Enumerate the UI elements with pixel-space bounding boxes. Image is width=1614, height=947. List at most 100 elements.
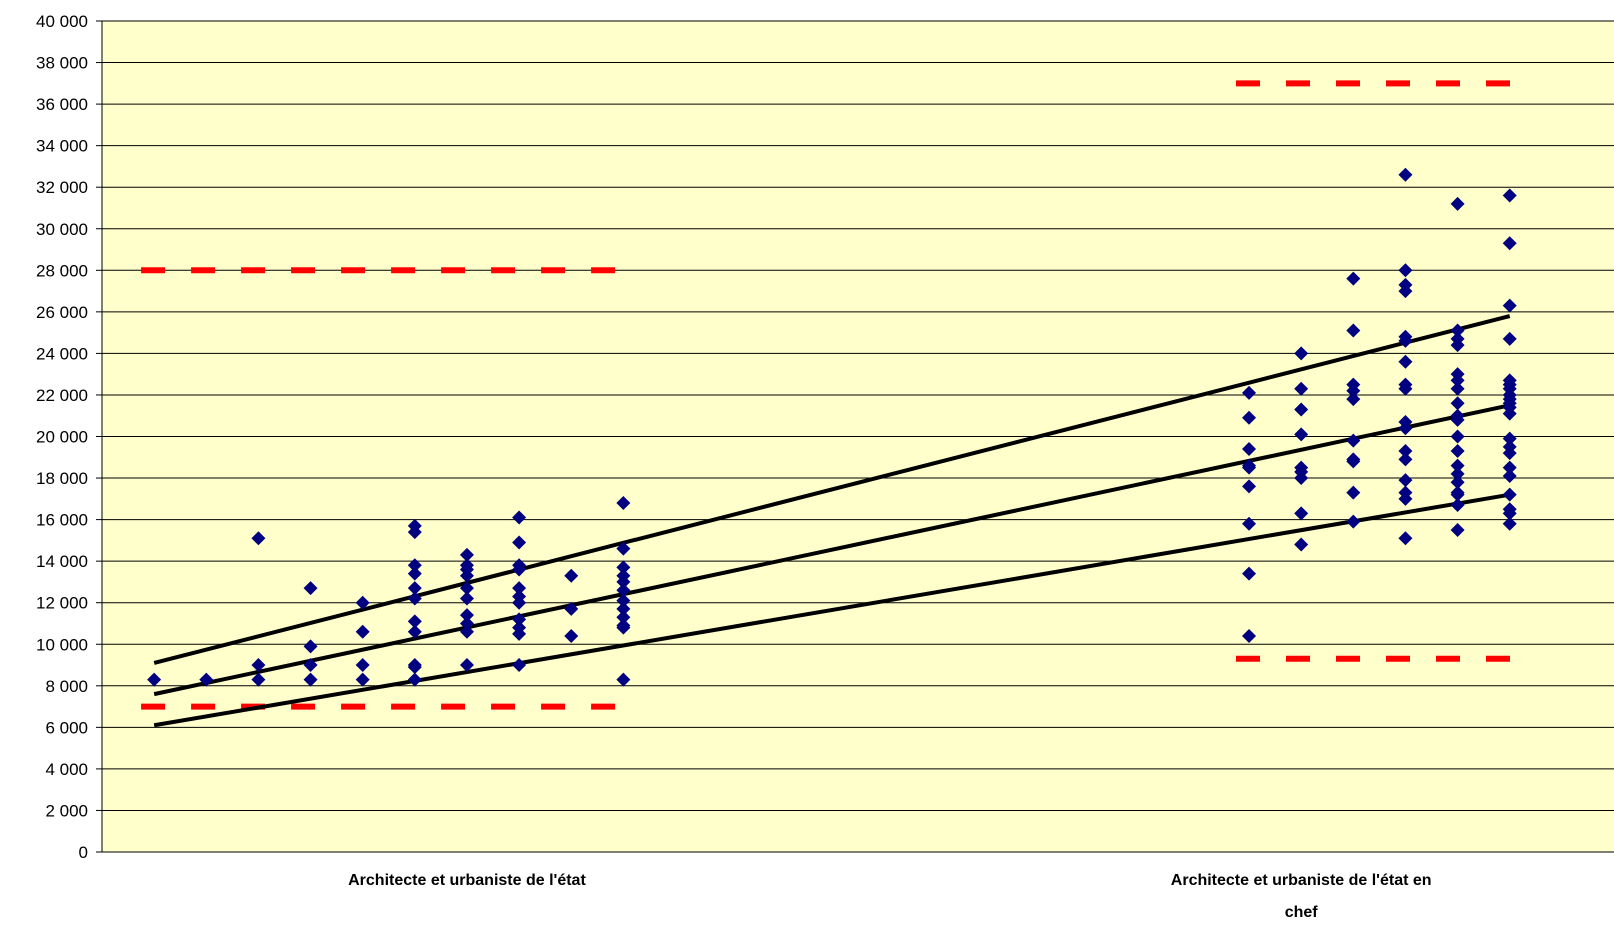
gridlines [102,20,1614,811]
data-point [1242,441,1257,456]
data-point [1398,531,1413,546]
data-point [1450,475,1465,490]
data-point [1450,498,1465,513]
data-point [512,581,527,596]
trend-lines [153,314,1511,728]
data-point [1502,487,1517,502]
data-point [407,672,422,687]
data-point [1398,444,1413,459]
data-point [1294,402,1309,417]
data-point [459,608,474,623]
y-tick-label: 4 000 [45,760,88,779]
data-point [407,558,422,573]
data-point [459,568,474,583]
data-point [1450,444,1465,459]
data-point [1294,427,1309,442]
data-point [407,525,422,540]
x-category-label-line2: chef [1285,904,1319,921]
data-point [1346,485,1361,500]
data-point [1450,196,1465,211]
data-point [1242,460,1257,475]
y-tick-label: 16 000 [36,511,88,530]
data-point [1502,431,1517,446]
data-point [1450,487,1465,502]
data-point [1502,406,1517,421]
y-tick-label: 14 000 [36,552,88,571]
y-tick-label: 38 000 [36,54,88,73]
data-point [303,658,318,673]
data-point [1502,506,1517,521]
data-point [1346,454,1361,469]
data-point [616,610,631,625]
data-point [512,612,527,627]
data-point [616,541,631,556]
data-point [1294,381,1309,396]
data-point [1502,446,1517,461]
data-point [512,658,527,673]
data-point [1346,392,1361,407]
data-point [459,658,474,673]
data-point [512,562,527,577]
data-point [616,583,631,598]
data-point [1450,458,1465,473]
data-point [407,566,422,581]
data-point [1242,516,1257,531]
data-point [1242,385,1257,400]
data-point [1450,396,1465,411]
data-point [1450,381,1465,396]
data-point [459,616,474,631]
data-point [1294,506,1309,521]
data-point [512,510,527,525]
data-point [303,639,318,654]
bound-lines [141,80,1523,710]
data-point [1242,479,1257,494]
tick-labels: 0 2 000 4 000 6 000 8 000 10 000 12 000 14 000 1… [36,12,1432,921]
data-point [251,672,266,687]
data-point [1502,331,1517,346]
y-tick-label: 0 [79,843,88,862]
y-tick-label: 36 000 [36,95,88,114]
x-category-label: Architecte et urbaniste de l'état en [1171,872,1432,889]
data-point [616,495,631,510]
trend-line [153,314,1511,665]
data-point [1346,433,1361,448]
data-point [1346,323,1361,338]
data-point [407,581,422,596]
data-point [1242,628,1257,643]
data-point [1294,471,1309,486]
data-point [512,535,527,550]
data-point [303,581,318,596]
y-tick-label: 10 000 [36,635,88,654]
data-point [1242,566,1257,581]
y-tick-label: 8 000 [45,677,88,696]
data-point [1502,188,1517,203]
y-tick-label: 28 000 [36,261,88,280]
data-point [459,624,474,639]
data-point [355,658,370,673]
data-point [616,574,631,589]
data-point [1398,284,1413,299]
data-point [1346,271,1361,286]
y-tick-label: 20 000 [36,428,88,447]
data-point [407,591,422,606]
data-point [303,672,318,687]
data-point [1242,410,1257,425]
data-point [1502,516,1517,531]
data-point [1502,298,1517,313]
data-points [147,167,1517,687]
y-tick-label: 34 000 [36,137,88,156]
data-point [616,620,631,635]
data-point [1398,333,1413,348]
data-point [512,595,527,610]
data-point [1450,429,1465,444]
data-point [1450,323,1465,338]
data-point [1450,522,1465,537]
y-tick-label: 24 000 [36,344,88,363]
data-point [1398,167,1413,182]
data-point [564,568,579,583]
data-point [355,624,370,639]
y-tick-label: 30 000 [36,220,88,239]
data-point [1398,452,1413,467]
